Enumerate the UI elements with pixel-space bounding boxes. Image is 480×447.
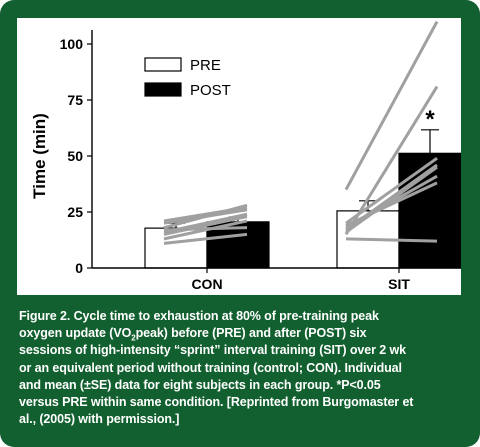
subject-line-sit-6 <box>345 157 438 225</box>
x-tick-label-con: CON <box>191 276 222 292</box>
legend-label-pre: PRE <box>190 57 221 74</box>
significance-marker: * <box>425 106 435 133</box>
caption-line-2-b: peak) before (PRE) and after (POST) six <box>135 326 367 341</box>
subject-line-sit-7 <box>344 20 439 191</box>
figure-caption: Figure 2. Cycle time to exhaustion at 80… <box>19 308 465 428</box>
subject-line-sit-1 <box>344 85 439 236</box>
legend-label-post: POST <box>190 82 231 99</box>
chart-panel: 0 25 50 75 100 CON SIT Time (min) * PRE POST <box>17 18 461 295</box>
bar-chart: 0 25 50 75 100 CON SIT Time (min) * PRE POST <box>30 20 461 292</box>
caption-line-2: oxygen update (VO2peak) before (PRE) and… <box>19 325 465 342</box>
subject-line-sit-2 <box>345 165 438 234</box>
subject-line-con-6 <box>163 208 248 225</box>
y-axis-title: Time (min) <box>30 113 49 199</box>
caption-line-2-a: oxygen update (VO <box>19 326 132 341</box>
subject-line-con-7 <box>163 206 248 223</box>
x-tick-label-sit: SIT <box>388 276 410 292</box>
legend-swatch-post <box>144 82 182 97</box>
caption-line-3: sessions of high-intensity “sprint” inte… <box>19 343 406 358</box>
y-tick-label-75: 75 <box>67 92 83 108</box>
y-tick-label-0: 0 <box>75 260 83 276</box>
subject-line-sit-8 <box>345 237 438 243</box>
caption-line-7: al., (2005) with permission.] <box>19 412 180 427</box>
y-tick-label-25: 25 <box>67 204 83 220</box>
subject-line-sit-5 <box>345 181 438 227</box>
subject-line-con-8 <box>163 232 248 245</box>
legend-swatch-pre <box>144 57 182 72</box>
subject-line-con-2 <box>163 215 248 236</box>
caption-line-6: versus PRE within same condition. [Repri… <box>19 395 414 410</box>
caption-subscript: 2 <box>131 333 136 343</box>
y-tick-label-50: 50 <box>67 148 83 164</box>
y-tick-label-100: 100 <box>60 36 84 52</box>
caption-line-4: or an equivalent period without training… <box>19 360 402 375</box>
subject-line-con-4 <box>163 226 248 232</box>
bar-pre-con <box>144 227 208 269</box>
caption-line-5: and mean (±SE) data for eight subjects i… <box>19 377 381 392</box>
caption-line-1: Figure 2. Cycle time to exhaustion at 80… <box>19 309 379 323</box>
